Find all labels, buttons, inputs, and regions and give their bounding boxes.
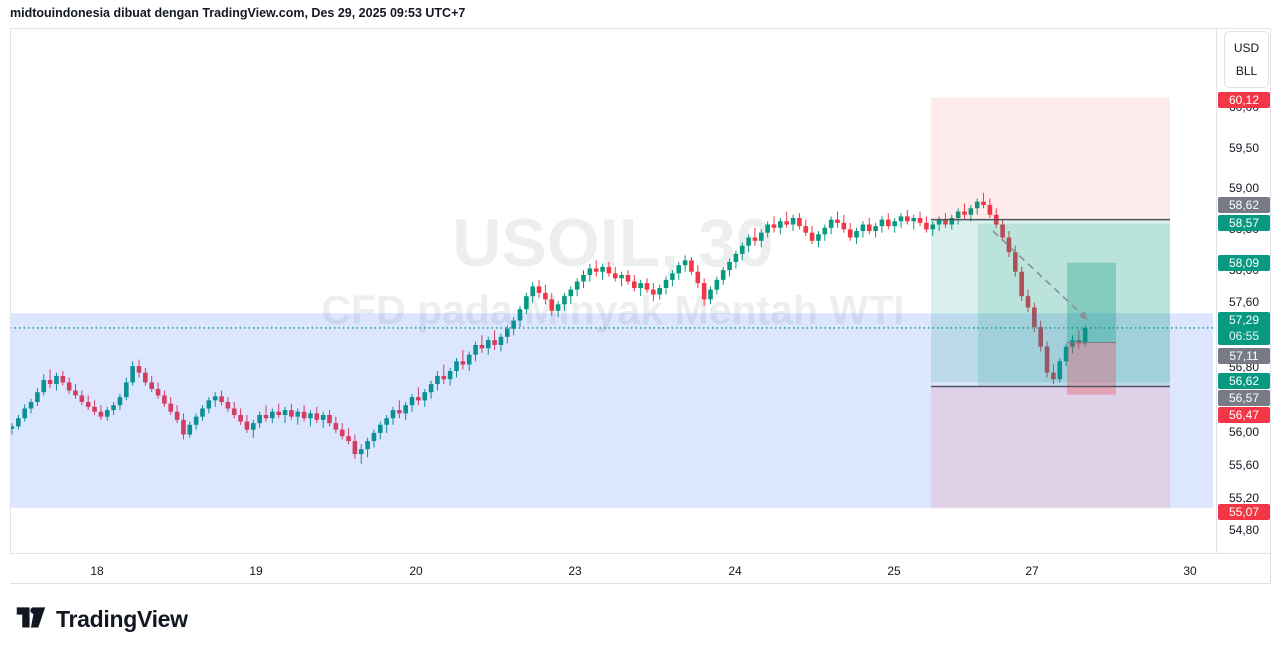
attribution-text: midtouindonesia dibuat dengan TradingVie… [10, 6, 466, 20]
time-scale[interactable] [10, 553, 1270, 583]
unit-button[interactable]: BLL [1235, 64, 1258, 78]
tradingview-logo[interactable]: TradingView [14, 600, 188, 638]
tradingview-logo-icon [14, 600, 47, 638]
price-scale-separator[interactable] [1216, 28, 1217, 553]
left-border [10, 28, 11, 553]
right-border [1270, 28, 1271, 584]
bottom-border [10, 583, 1270, 584]
top-border [10, 28, 1270, 29]
axis-unit-toggle[interactable]: USD BLL [1224, 31, 1269, 88]
price-scale[interactable] [1216, 28, 1281, 553]
tradingview-logo-text: TradingView [56, 605, 188, 632]
chart-pane[interactable] [10, 28, 1216, 553]
currency-button[interactable]: USD [1233, 41, 1260, 55]
time-scale-separator [10, 553, 1270, 554]
